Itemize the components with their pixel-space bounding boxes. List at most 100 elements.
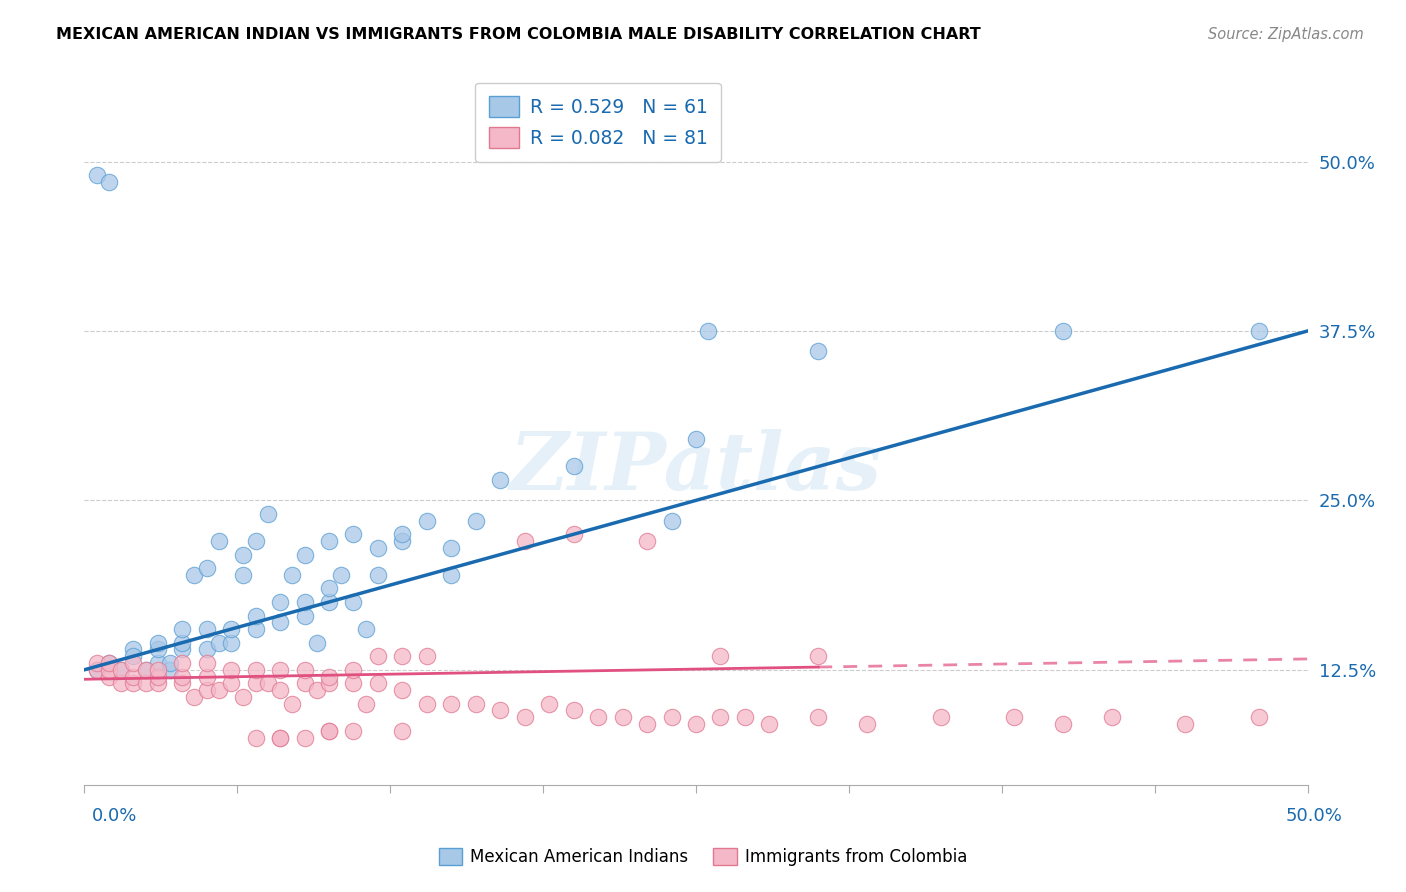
- Point: [538, 697, 561, 711]
- Point: [305, 635, 328, 649]
- Point: [440, 697, 463, 711]
- Point: [146, 635, 169, 649]
- Point: [146, 642, 169, 657]
- Point: [86, 168, 108, 182]
- Point: [294, 731, 316, 745]
- Point: [929, 710, 952, 724]
- Point: [245, 676, 267, 690]
- Point: [1247, 324, 1270, 338]
- Point: [697, 324, 720, 338]
- Point: [1247, 710, 1270, 724]
- Point: [232, 548, 254, 562]
- Point: [269, 615, 291, 630]
- Point: [709, 710, 731, 724]
- Point: [122, 656, 145, 670]
- Point: [1052, 717, 1074, 731]
- Point: [661, 514, 683, 528]
- Point: [281, 697, 304, 711]
- Point: [208, 635, 231, 649]
- Point: [97, 663, 120, 677]
- Point: [318, 676, 340, 690]
- Point: [391, 649, 413, 664]
- Point: [146, 669, 169, 683]
- Point: [86, 663, 108, 677]
- Point: [195, 622, 218, 636]
- Text: MEXICAN AMERICAN INDIAN VS IMMIGRANTS FROM COLOMBIA MALE DISABILITY CORRELATION : MEXICAN AMERICAN INDIAN VS IMMIGRANTS FR…: [56, 27, 981, 42]
- Point: [612, 710, 634, 724]
- Point: [1174, 717, 1197, 731]
- Point: [219, 676, 242, 690]
- Point: [110, 663, 132, 677]
- Point: [318, 534, 340, 549]
- Point: [856, 717, 879, 731]
- Point: [195, 656, 218, 670]
- Point: [294, 548, 316, 562]
- Point: [172, 622, 194, 636]
- Point: [305, 683, 328, 698]
- Point: [354, 697, 377, 711]
- Point: [172, 642, 194, 657]
- Point: [734, 710, 756, 724]
- Point: [416, 514, 439, 528]
- Point: [342, 527, 364, 541]
- Point: [245, 608, 267, 623]
- Point: [513, 534, 536, 549]
- Point: [367, 541, 389, 555]
- Text: 50.0%: 50.0%: [1286, 807, 1343, 825]
- Point: [269, 663, 291, 677]
- Point: [183, 568, 205, 582]
- Point: [807, 649, 830, 664]
- Point: [1052, 324, 1074, 338]
- Point: [146, 656, 169, 670]
- Point: [489, 703, 512, 717]
- Point: [1002, 710, 1025, 724]
- Point: [257, 676, 280, 690]
- Point: [758, 717, 780, 731]
- Text: 0.0%: 0.0%: [91, 807, 136, 825]
- Legend: R = 0.529   N = 61, R = 0.082   N = 81: R = 0.529 N = 61, R = 0.082 N = 81: [475, 83, 721, 161]
- Point: [636, 534, 658, 549]
- Point: [135, 663, 157, 677]
- Point: [245, 622, 267, 636]
- Point: [330, 568, 353, 582]
- Point: [342, 723, 364, 738]
- Point: [685, 717, 707, 731]
- Point: [195, 561, 218, 575]
- Point: [86, 656, 108, 670]
- Point: [685, 433, 707, 447]
- Point: [367, 676, 389, 690]
- Point: [172, 669, 194, 683]
- Point: [318, 669, 340, 683]
- Point: [122, 649, 145, 664]
- Point: [489, 473, 512, 487]
- Point: [294, 663, 316, 677]
- Point: [586, 710, 609, 724]
- Point: [354, 622, 377, 636]
- Point: [807, 710, 830, 724]
- Point: [416, 649, 439, 664]
- Point: [122, 642, 145, 657]
- Point: [97, 656, 120, 670]
- Point: [709, 649, 731, 664]
- Point: [318, 582, 340, 596]
- Point: [159, 656, 181, 670]
- Point: [245, 663, 267, 677]
- Point: [122, 676, 145, 690]
- Point: [172, 676, 194, 690]
- Text: Source: ZipAtlas.com: Source: ZipAtlas.com: [1208, 27, 1364, 42]
- Point: [146, 663, 169, 677]
- Point: [269, 683, 291, 698]
- Point: [464, 514, 486, 528]
- Point: [416, 697, 439, 711]
- Point: [232, 568, 254, 582]
- Point: [562, 527, 585, 541]
- Point: [513, 710, 536, 724]
- Point: [464, 697, 486, 711]
- Point: [195, 683, 218, 698]
- Point: [110, 663, 132, 677]
- Text: ZIPatlas: ZIPatlas: [510, 429, 882, 507]
- Point: [269, 731, 291, 745]
- Point: [342, 595, 364, 609]
- Point: [294, 676, 316, 690]
- Point: [257, 507, 280, 521]
